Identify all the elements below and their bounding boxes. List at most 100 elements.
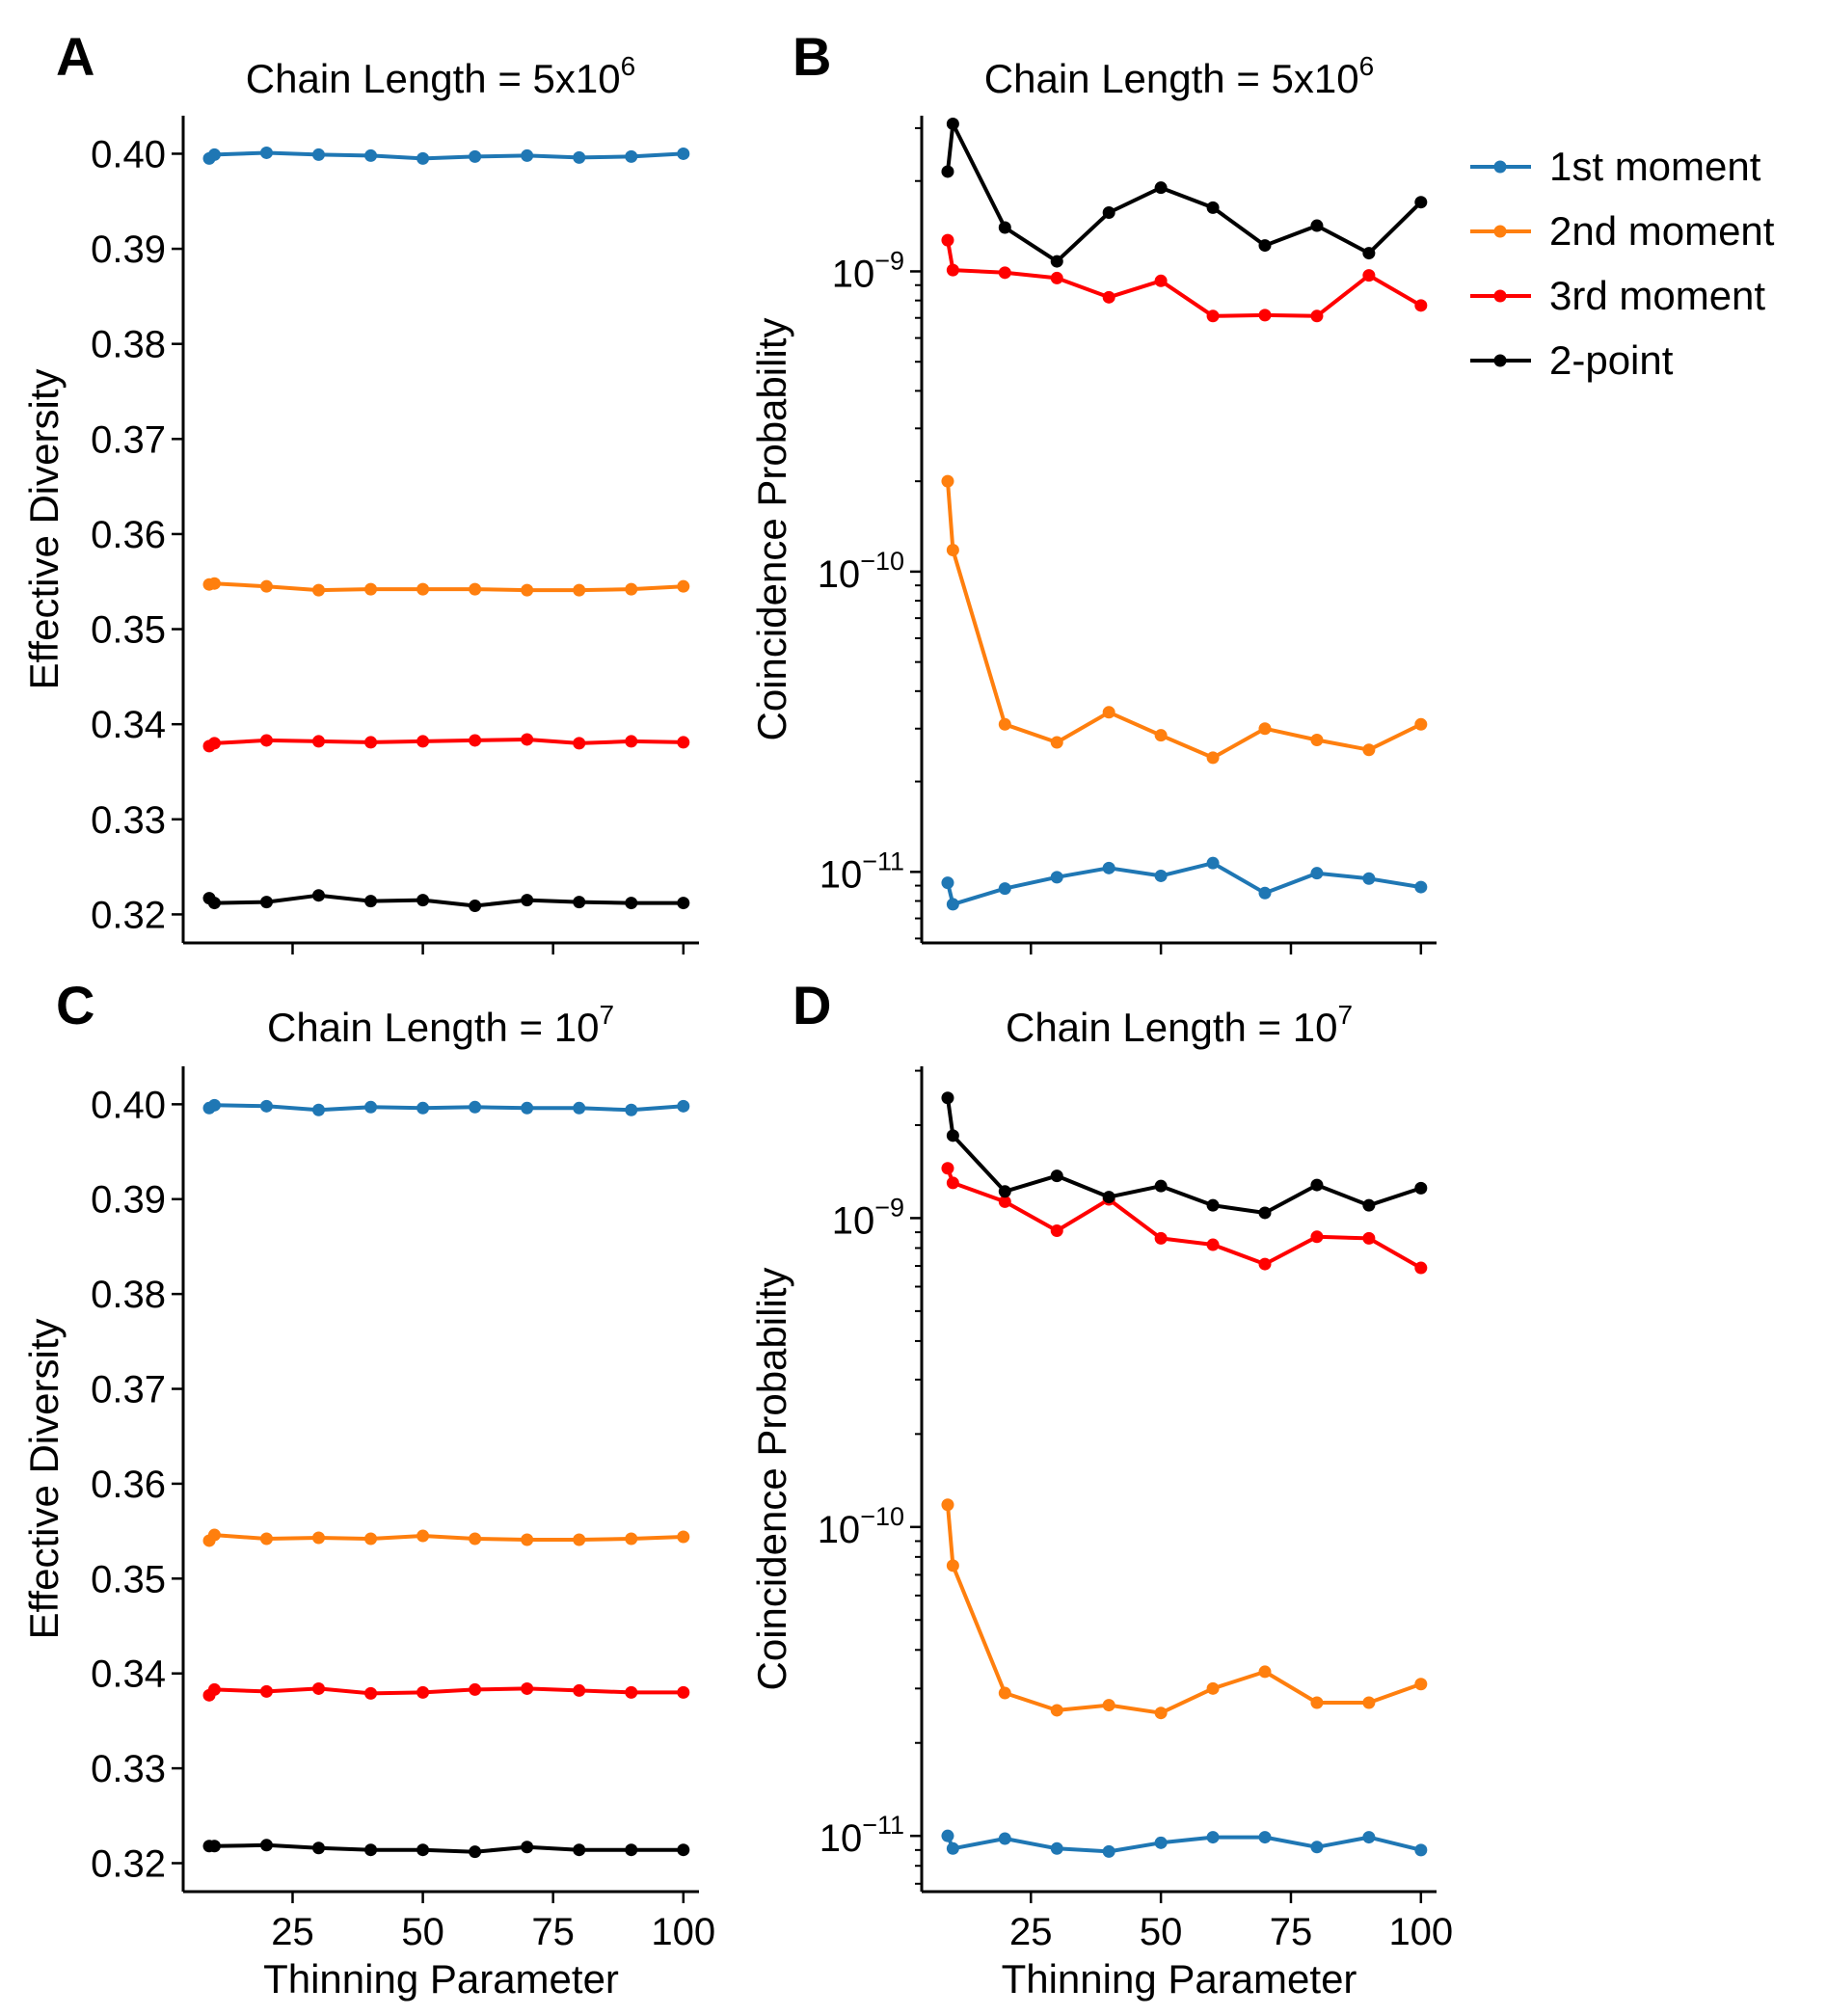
data-point: [1414, 880, 1428, 894]
y-axis-label: Coincidence Probability: [749, 1268, 794, 1691]
data-point: [364, 1843, 378, 1857]
panel-letter-c: C: [56, 975, 94, 1035]
y-tick-label: 0.35: [91, 1558, 166, 1600]
data-point: [364, 895, 378, 908]
y-axis-label: Effective Diversity: [21, 369, 67, 690]
x-axis-label: Thinning Parameter: [1002, 1956, 1357, 2002]
data-point: [625, 735, 638, 748]
data-point: [573, 1533, 586, 1546]
data-point: [1362, 743, 1376, 757]
series-line-1st-moment: [946, 861, 1422, 906]
data-point: [941, 1829, 954, 1842]
series-line-1st-moment: [207, 150, 684, 161]
data-point: [259, 1839, 273, 1852]
panel-title: Chain Length = 107: [267, 1000, 614, 1050]
series-line-3rd-moment: [946, 239, 1422, 318]
data-point: [625, 1685, 638, 1699]
data-point: [521, 1681, 534, 1695]
data-point: [312, 735, 326, 748]
legend-label: 3rd moment: [1549, 273, 1765, 318]
data-point: [1102, 205, 1115, 219]
data-point: [1414, 1843, 1428, 1857]
data-point: [416, 151, 430, 165]
data-point: [312, 148, 326, 161]
panel-a: A Chain Length = 5x106 0.32 0.33 0.34 0.35 0.3…: [21, 26, 699, 954]
data-point: [1102, 861, 1115, 874]
data-point: [1102, 1844, 1115, 1858]
legend-marker: [1493, 225, 1507, 238]
panel-title: Chain Length = 5x106: [246, 51, 635, 101]
y-tick-label: 0.33: [91, 799, 166, 842]
data-point: [469, 1532, 482, 1546]
y-tick-label: 10−10: [818, 547, 904, 596]
data-point: [1206, 1831, 1220, 1844]
data-point: [1258, 722, 1272, 736]
data-point: [1206, 1238, 1220, 1251]
legend-marker: [1493, 289, 1507, 303]
y-tick-label: 0.32: [91, 894, 166, 936]
series-line-2-point: [946, 121, 1423, 264]
y-tick-label: 10−10: [818, 1502, 904, 1551]
data-point: [625, 582, 638, 596]
x-tick-label: 50: [1140, 1911, 1183, 1953]
data-point: [1414, 196, 1428, 209]
series-line-2nd-moment: [207, 1533, 684, 1543]
legend-label: 2nd moment: [1549, 208, 1775, 254]
y-tick-label: 10−11: [819, 1811, 904, 1860]
x-tick-label: 75: [1270, 1911, 1313, 1953]
data-point: [207, 737, 221, 750]
data-point: [677, 1685, 690, 1699]
y-tick-label: 0.33: [91, 1748, 166, 1790]
data-point: [1310, 309, 1324, 323]
data-point: [207, 577, 221, 590]
x-tick-label: 100: [1388, 1911, 1453, 1953]
panel-d: D Chain Length = 107 25 50 75 100 10−11 10−10 10…: [749, 975, 1453, 2002]
data-point: [941, 474, 954, 488]
data-point: [573, 737, 586, 750]
data-point: [1050, 255, 1063, 268]
x-tick-label: 25: [1009, 1911, 1053, 1953]
data-point: [1414, 1261, 1428, 1275]
y-tick-label: 10−11: [819, 847, 904, 896]
data-point: [1050, 1224, 1063, 1238]
data-point: [1362, 1696, 1376, 1709]
panel-letter-b: B: [793, 26, 831, 87]
y-tick-label: 0.36: [91, 1464, 166, 1506]
data-point: [312, 583, 326, 597]
data-point: [946, 1559, 959, 1572]
data-point: [364, 582, 378, 596]
data-point: [946, 1129, 959, 1142]
data-point: [625, 897, 638, 910]
data-point: [1258, 1831, 1272, 1844]
data-point: [312, 1103, 326, 1116]
data-point: [1154, 1179, 1168, 1193]
data-point: [1310, 734, 1324, 747]
data-point: [1154, 181, 1168, 195]
data-point: [1050, 1841, 1063, 1855]
data-point: [1414, 299, 1428, 312]
data-point: [1206, 1198, 1220, 1212]
panel-letter-d: D: [793, 975, 831, 1035]
data-point: [625, 1532, 638, 1546]
legend: 1st moment 2nd moment 3rd moment 2-point: [1470, 144, 1775, 383]
data-point: [573, 1843, 586, 1857]
data-point: [998, 1686, 1011, 1700]
y-tick-label: 0.37: [91, 1369, 166, 1411]
data-point: [416, 894, 430, 907]
data-point: [1102, 1191, 1115, 1204]
data-point: [677, 1099, 690, 1113]
data-point: [416, 735, 430, 748]
data-point: [1310, 219, 1324, 232]
data-point: [1102, 706, 1115, 719]
data-point: [1154, 869, 1168, 882]
data-point: [1362, 872, 1376, 885]
data-point: [1414, 1181, 1428, 1195]
data-point: [677, 579, 690, 593]
series-line-3rd-moment: [207, 1686, 684, 1697]
data-point: [1310, 1696, 1324, 1709]
data-point: [998, 1832, 1011, 1845]
data-point: [941, 1498, 954, 1512]
data-point: [259, 1099, 273, 1113]
data-point: [469, 1100, 482, 1114]
